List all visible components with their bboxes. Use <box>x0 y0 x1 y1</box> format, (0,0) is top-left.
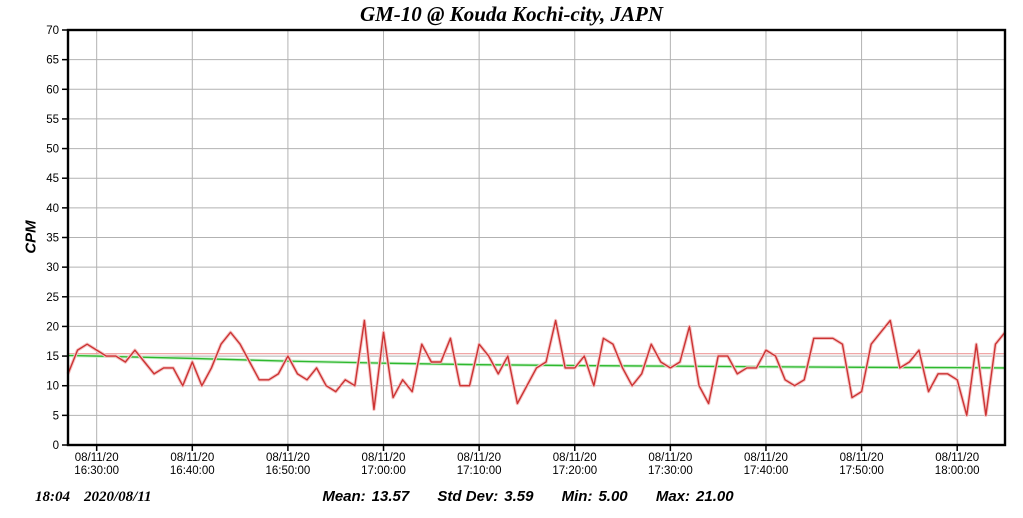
x-tick-time-label: 17:30:00 <box>648 465 693 477</box>
status-time: 18:04 <box>35 489 70 505</box>
x-tick-date-label: 08/11/20 <box>170 452 214 464</box>
x-tick-time-label: 18:00:00 <box>935 465 980 477</box>
x-tick-date-label: 08/11/20 <box>457 452 501 464</box>
y-tick-label: 45 <box>46 173 59 185</box>
x-tick-date-label: 08/11/20 <box>266 452 310 464</box>
x-tick-time-label: 16:30:00 <box>74 465 119 477</box>
y-tick-label: 0 <box>53 440 59 452</box>
stat-min: Min: 5.00 <box>561 488 628 505</box>
y-tick-label: 5 <box>53 410 59 422</box>
x-tick-date-label: 08/11/20 <box>75 452 119 464</box>
x-tick-time-label: 16:40:00 <box>170 465 215 477</box>
x-tick-time-label: 17:50:00 <box>839 465 884 477</box>
y-tick-label: 55 <box>46 114 59 126</box>
x-tick-date-label: 08/11/20 <box>935 452 979 464</box>
y-tick-label: 50 <box>46 144 59 156</box>
y-tick-label: 60 <box>46 84 59 96</box>
y-tick-label: 70 <box>46 25 59 37</box>
x-tick-time-label: 16:50:00 <box>266 465 311 477</box>
y-tick-label: 20 <box>46 321 59 333</box>
y-tick-label: 30 <box>46 262 59 274</box>
x-tick-date-label: 08/11/20 <box>744 452 788 464</box>
y-tick-label: 25 <box>46 292 59 304</box>
stat-stddev: Std Dev: 3.59 <box>437 488 534 505</box>
y-tick-label: 15 <box>46 351 59 363</box>
y-tick-label: 10 <box>46 381 59 393</box>
statistics-bar: Mean: 13.57 Std Dev: 3.59 Min: 5.00 Max: 21.… <box>322 488 733 505</box>
average-line <box>67 354 1006 369</box>
x-tick-time-label: 17:40:00 <box>744 465 789 477</box>
stat-max: Max: 21.00 <box>655 488 734 505</box>
y-tick-label: 65 <box>46 55 59 67</box>
chart-title: GM-10 @ Kouda Kochi-city, JAPN <box>359 2 664 26</box>
status-bar-left: 18:04 2020/08/11 <box>35 489 166 506</box>
x-tick-date-label: 08/11/20 <box>362 452 406 464</box>
y-tick-label: 35 <box>46 233 59 245</box>
cpm-line <box>67 319 1006 417</box>
x-tick-time-label: 17:00:00 <box>361 465 406 477</box>
status-date: 2020/08/11 <box>84 489 152 505</box>
y-tick-label: 40 <box>46 203 59 215</box>
x-tick-time-label: 17:10:00 <box>457 465 502 477</box>
x-tick-date-label: 08/11/20 <box>648 452 692 464</box>
x-tick-date-label: 08/11/20 <box>553 452 597 464</box>
stat-mean: Mean: 13.57 <box>322 488 410 505</box>
x-tick-time-label: 17:20:00 <box>552 465 597 477</box>
x-tick-date-label: 08/11/20 <box>840 452 884 464</box>
